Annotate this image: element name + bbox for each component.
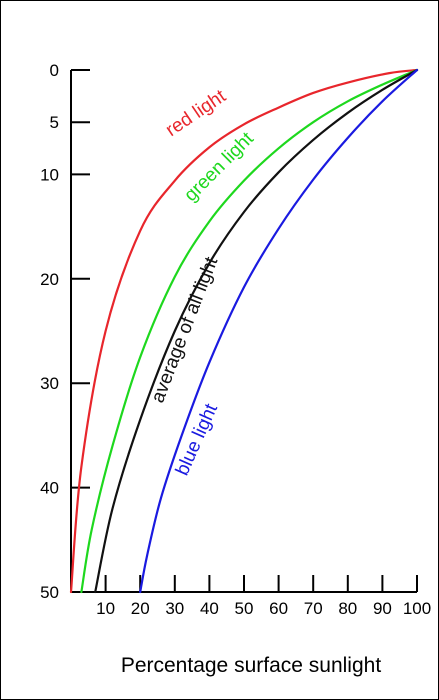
y-tick-label: 5 <box>50 113 59 132</box>
x-tick-label: 60 <box>269 599 288 618</box>
x-tick-label: 40 <box>200 599 219 618</box>
y-tick-label: 10 <box>40 165 59 184</box>
x-tick-label: 80 <box>338 599 357 618</box>
red-light-label: red light <box>162 85 230 141</box>
x-tick-label: 20 <box>131 599 150 618</box>
y-tick-label: 0 <box>50 61 59 80</box>
red-light-curve <box>69 68 419 594</box>
x-tick-label: 50 <box>235 599 254 618</box>
blue-light-curve <box>139 68 419 594</box>
x-tick-label: 90 <box>373 599 392 618</box>
x-tick-label: 100 <box>403 599 431 618</box>
y-tick-label: 40 <box>40 479 59 498</box>
axes: 0 5 10 20 30 40 50 10 20 30 40 50 60 70 80 90 100 <box>40 61 431 618</box>
average-light-curve <box>94 68 419 594</box>
x-axis-title: Percentage surface sunlight <box>121 654 381 677</box>
x-tick-label: 30 <box>165 599 184 618</box>
curves <box>69 68 419 594</box>
y-tick-label: 20 <box>40 270 59 289</box>
x-tick-label: 10 <box>96 599 115 618</box>
y-tick-label: 30 <box>40 374 59 393</box>
average-light-label: average of all light <box>147 254 222 406</box>
x-tick-label: 70 <box>304 599 323 618</box>
green-light-curve <box>80 68 419 594</box>
y-tick-label: 50 <box>40 583 59 602</box>
